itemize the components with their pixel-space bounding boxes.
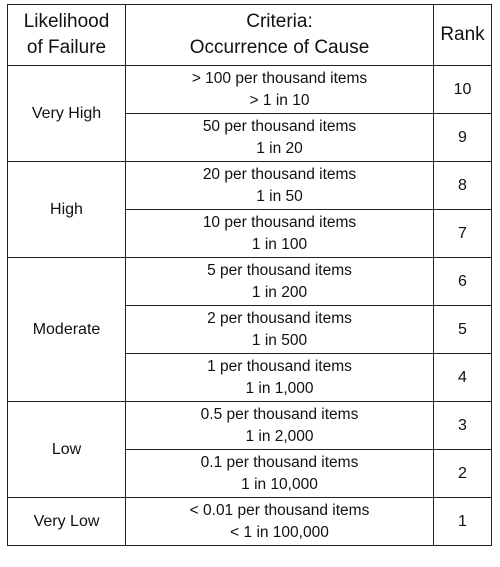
rank-cell: 1: [433, 497, 492, 546]
criteria-ratio-text: 1 in 10,000: [241, 475, 318, 493]
criteria-ratio-text: 1 in 1,000: [245, 379, 314, 397]
criteria-ratio-text: 1 in 20: [256, 139, 303, 157]
criteria-ratio-text: > 1 in 10: [249, 91, 310, 109]
rank-cell: 10: [433, 65, 492, 114]
table-row: 2 per thousand items 1 in 500 5: [8, 305, 492, 354]
table-row: 0.1 per thousand items 1 in 10,000 2: [8, 449, 492, 498]
rank-cell: 9: [433, 113, 492, 162]
table-row: 10 per thousand items 1 in 100 7: [8, 209, 492, 258]
criteria-rate-text: 1 per thousand items: [207, 357, 352, 375]
likelihood-header-line1: Likelihood: [23, 11, 110, 32]
rank-cell: 4: [433, 353, 492, 402]
table-row: Very High > 100 per thousand items > 1 in …: [7, 65, 492, 162]
rank-cell: 7: [433, 209, 492, 258]
criteria-cell: < 0.01 per thousand items < 1 in 100,000: [125, 497, 434, 546]
criteria-cell: > 100 per thousand items > 1 in 10: [125, 65, 434, 114]
likelihood-cell: Very Low: [7, 497, 126, 546]
rank-header: Rank: [433, 4, 492, 66]
rank-cell: 2: [433, 449, 492, 498]
rank-cell: 3: [433, 401, 492, 450]
criteria-header-line2: Occurrence of Cause: [189, 37, 370, 58]
likelihood-cell: High: [7, 161, 126, 258]
rank-cell: 8: [433, 161, 492, 210]
table-row: Moderate 5 per thousand items 1 in 200 6: [7, 257, 492, 402]
criteria-cell: 20 per thousand items 1 in 50: [125, 161, 434, 210]
likelihood-header-line2: of Failure: [26, 37, 107, 58]
likelihood-cell: Moderate: [7, 257, 126, 402]
criteria-cell: 0.1 per thousand items 1 in 10,000: [125, 449, 434, 498]
criteria-ratio-text: 1 in 100: [251, 235, 308, 253]
criteria-cell: 10 per thousand items 1 in 100: [125, 209, 434, 258]
table-body: Very High > 100 per thousand items > 1 in …: [7, 65, 492, 546]
criteria-cell: 50 per thousand items 1 in 20: [125, 113, 434, 162]
criteria-cell: 0.5 per thousand items 1 in 2,000: [125, 401, 434, 450]
criteria-rate-text: 0.5 per thousand items: [200, 405, 359, 423]
criteria-rate-text: 0.1 per thousand items: [200, 453, 359, 471]
table-row: 50 per thousand items 1 in 20 9: [8, 113, 492, 162]
criteria-cell: 5 per thousand items 1 in 200: [125, 257, 434, 306]
criteria-rate-text: > 100 per thousand items: [191, 69, 368, 87]
likelihood-cell: Low: [7, 401, 126, 498]
criteria-header: Criteria: Occurrence of Cause: [125, 4, 434, 66]
criteria-ratio-text: 1 in 200: [251, 283, 308, 301]
criteria-ratio-text: 1 in 2,000: [245, 427, 314, 445]
criteria-rate-text: 2 per thousand items: [207, 309, 352, 327]
likelihood-header: Likelihood of Failure: [7, 4, 126, 66]
rank-cell: 6: [433, 257, 492, 306]
criteria-ratio-text: < 1 in 100,000: [230, 523, 329, 541]
criteria-rate-text: 10 per thousand items: [202, 213, 357, 231]
table-row: Very Low < 0.01 per thousand items < 1 in …: [7, 497, 492, 546]
criteria-header-line1: Criteria:: [246, 11, 313, 32]
criteria-rate-text: 5 per thousand items: [207, 261, 352, 279]
occurrence-ranking-table: Likelihood of Failure Criteria: Occurren…: [7, 4, 492, 546]
rank-cell: 5: [433, 305, 492, 354]
criteria-ratio-text: 1 in 500: [251, 331, 308, 349]
criteria-cell: 1 per thousand items 1 in 1,000: [125, 353, 434, 402]
table-row: Low 0.5 per thousand items 1 in 2,000 3: [7, 401, 492, 498]
criteria-cell: 2 per thousand items 1 in 500: [125, 305, 434, 354]
criteria-ratio-text: 1 in 50: [256, 187, 303, 205]
likelihood-cell: Very High: [7, 65, 126, 162]
criteria-rate-text: < 0.01 per thousand items: [189, 501, 370, 519]
criteria-rate-text: 20 per thousand items: [202, 165, 357, 183]
criteria-rate-text: 50 per thousand items: [202, 117, 357, 135]
header-row: Likelihood of Failure Criteria: Occurren…: [7, 4, 492, 66]
table-row: High 20 per thousand items 1 in 50 8: [7, 161, 492, 258]
